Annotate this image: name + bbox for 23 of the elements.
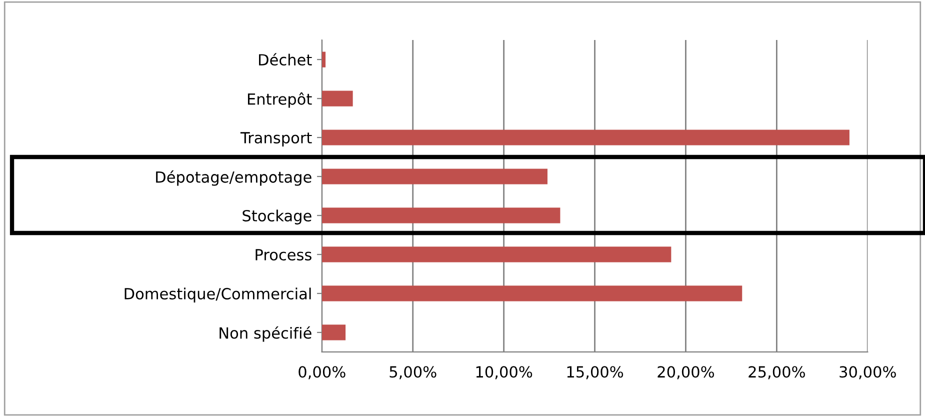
y-tick-label: Non spécifié xyxy=(220,326,312,342)
bar xyxy=(322,52,326,68)
x-tick-label: 5,00% xyxy=(390,366,436,380)
y-tick-label: Entrepôt xyxy=(248,92,312,108)
x-tick-label: 30,00% xyxy=(840,366,896,380)
bar xyxy=(322,130,850,146)
x-tick-label: 10,00% xyxy=(476,366,532,380)
y-tick-label: Process xyxy=(256,249,312,260)
bar xyxy=(322,246,672,262)
x-tick-label: 15,00% xyxy=(567,366,624,380)
bar xyxy=(322,208,560,224)
bar xyxy=(322,168,548,184)
y-tick-label: Domestique/Commercial xyxy=(124,288,311,302)
x-tick-label: 0,00% xyxy=(298,366,346,380)
y-tick-label: Transport xyxy=(240,132,312,146)
bar xyxy=(322,286,742,302)
x-tick-label: 20,00% xyxy=(658,366,714,380)
y-tick-label: Déchet xyxy=(259,53,312,66)
bar xyxy=(322,90,353,106)
bar xyxy=(322,324,346,340)
y-tick-label: Dépotage/empotage xyxy=(156,170,312,186)
x-tick-label: 25,00% xyxy=(748,366,805,380)
y-tick-label: Stockage xyxy=(242,210,312,224)
